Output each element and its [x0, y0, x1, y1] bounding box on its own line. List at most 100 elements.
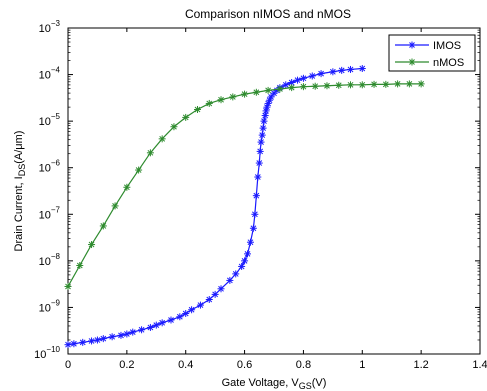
data-point-imos [317, 70, 325, 78]
data-point-imos [176, 313, 184, 321]
data-point-imos [249, 224, 257, 232]
data-point-nmos [111, 202, 119, 210]
data-point-imos [241, 257, 249, 265]
data-point-nmos [205, 99, 213, 107]
data-point-imos [246, 238, 254, 246]
y-tick-label: 10−4 [39, 66, 61, 82]
data-point-imos [123, 330, 131, 338]
x-axis-label: Gate Voltage, VGS(V) [222, 377, 327, 391]
data-point-nmos [123, 183, 131, 191]
data-point-nmos [335, 81, 343, 89]
data-point-nmos [252, 88, 260, 96]
data-point-imos [308, 72, 316, 80]
y-tick-label: 10−8 [39, 252, 61, 268]
data-point-imos [93, 336, 101, 344]
data-point-imos [196, 301, 204, 309]
data-point-imos [108, 333, 116, 341]
data-point-nmos [405, 80, 413, 88]
data-point-nmos [146, 149, 154, 157]
data-point-imos [152, 321, 160, 329]
y-axis-label-unit: (A/μm) [13, 131, 25, 164]
data-point-imos [211, 290, 219, 298]
data-point-nmos [99, 222, 107, 230]
x-axis-label-sub: GS [299, 381, 312, 391]
legend-box [388, 34, 476, 72]
x-tick-label: 1.2 [413, 359, 428, 371]
data-point-nmos [311, 82, 319, 90]
data-point-nmos [241, 90, 249, 98]
y-axis-label: Drain Current, IDS(A/μm) [13, 131, 27, 252]
y-axis-ticks: 10−10 10−9 10−8 10−7 10−6 10−5 10−4 10−3 [34, 19, 480, 361]
series-line-imos [67, 67, 363, 346]
data-point-nmos [323, 82, 331, 90]
data-point-imos [294, 76, 302, 84]
data-point-nmos [288, 84, 296, 92]
x-tick-label: 1 [359, 359, 365, 371]
y-tick-label: 10−9 [39, 298, 61, 314]
data-point-imos [347, 65, 355, 73]
data-point-imos [129, 328, 137, 336]
data-point-imos [299, 74, 307, 82]
data-point-imos [256, 147, 264, 155]
data-point-nmos [76, 262, 84, 270]
data-point-imos [226, 276, 234, 284]
data-point-imos [263, 103, 271, 111]
y-tick-label: 10−7 [39, 205, 61, 221]
data-point-imos [217, 285, 225, 293]
data-point-nmos [170, 123, 178, 131]
data-point-imos [258, 131, 266, 139]
legend-marker [408, 58, 416, 66]
data-point-imos [88, 337, 96, 345]
data-point-nmos [382, 80, 390, 88]
data-point-imos [261, 112, 269, 120]
data-point-nmos [193, 106, 201, 113]
data-point-imos [260, 117, 268, 125]
data-point-imos [182, 309, 190, 317]
data-point-imos [79, 338, 87, 346]
data-point-imos [146, 323, 154, 331]
data-point-imos [257, 138, 265, 146]
y-axis-label-main: Drain Current, I [13, 176, 25, 251]
y-tick-label: 10−6 [39, 159, 61, 175]
data-point-imos [358, 65, 366, 73]
data-point-imos [255, 159, 263, 167]
data-point-imos [117, 331, 125, 339]
data-point-imos [64, 341, 72, 349]
data-point-imos [99, 335, 107, 343]
series-line-nmos [67, 83, 422, 287]
data-point-imos [232, 270, 240, 278]
x-tick-label: 0.6 [237, 359, 252, 371]
data-point-imos [338, 66, 346, 74]
data-point-nmos [88, 241, 96, 249]
legend-label: IMOS [433, 40, 461, 52]
y-tick-label: 10−10 [34, 345, 60, 361]
data-point-imos [282, 81, 290, 89]
data-point-nmos [229, 93, 237, 101]
plot-frame [67, 27, 481, 355]
x-axis-label-main: Gate Voltage, V [222, 377, 300, 389]
y-tick-label: 10−3 [39, 19, 61, 35]
data-point-nmos [158, 135, 166, 143]
x-tick-label: 0.4 [178, 359, 193, 371]
series-layer [64, 65, 425, 349]
data-point-imos [251, 210, 259, 218]
legend: IMOS nMOS [388, 34, 476, 72]
x-axis-label-unit: (V) [312, 377, 327, 389]
data-point-nmos [299, 83, 307, 91]
x-tick-label: 0.2 [119, 359, 134, 371]
data-point-nmos [358, 81, 366, 89]
data-point-nmos [64, 282, 72, 290]
data-point-imos [167, 316, 175, 324]
data-point-imos [329, 68, 337, 76]
chart-title: Comparison nIMOS and nMOS [185, 7, 351, 21]
data-point-nmos [135, 166, 143, 174]
legend-label: nMOS [433, 57, 464, 69]
y-tick-label: 10−5 [39, 112, 61, 128]
x-tick-label: 0.8 [296, 359, 311, 371]
x-tick-label: 1.4 [472, 359, 487, 371]
data-point-imos [138, 326, 146, 334]
data-point-nmos [417, 80, 425, 88]
y-axis-label-sub: DS [17, 164, 27, 177]
x-tick-label: 0 [65, 359, 71, 371]
